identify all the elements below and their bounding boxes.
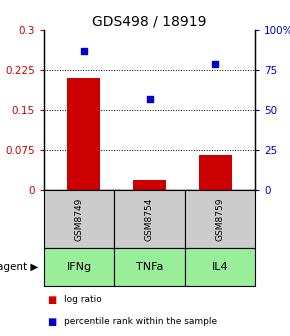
- Text: agent ▶: agent ▶: [0, 262, 38, 272]
- Text: GSM8754: GSM8754: [145, 197, 154, 241]
- Text: log ratio: log ratio: [64, 295, 102, 304]
- Text: IL4: IL4: [211, 262, 228, 272]
- Text: GSM8749: GSM8749: [75, 197, 84, 241]
- Text: IFNg: IFNg: [67, 262, 92, 272]
- Point: [213, 61, 218, 66]
- Bar: [199, 155, 232, 190]
- Title: GDS498 / 18919: GDS498 / 18919: [92, 15, 207, 29]
- Text: ■: ■: [47, 317, 56, 327]
- Text: percentile rank within the sample: percentile rank within the sample: [64, 318, 218, 327]
- Text: ■: ■: [47, 295, 56, 305]
- Text: GSM8759: GSM8759: [215, 197, 224, 241]
- Point: [147, 96, 152, 101]
- Bar: [133, 180, 166, 190]
- Point: [81, 48, 86, 53]
- Bar: [67, 78, 100, 190]
- Text: TNFa: TNFa: [136, 262, 163, 272]
